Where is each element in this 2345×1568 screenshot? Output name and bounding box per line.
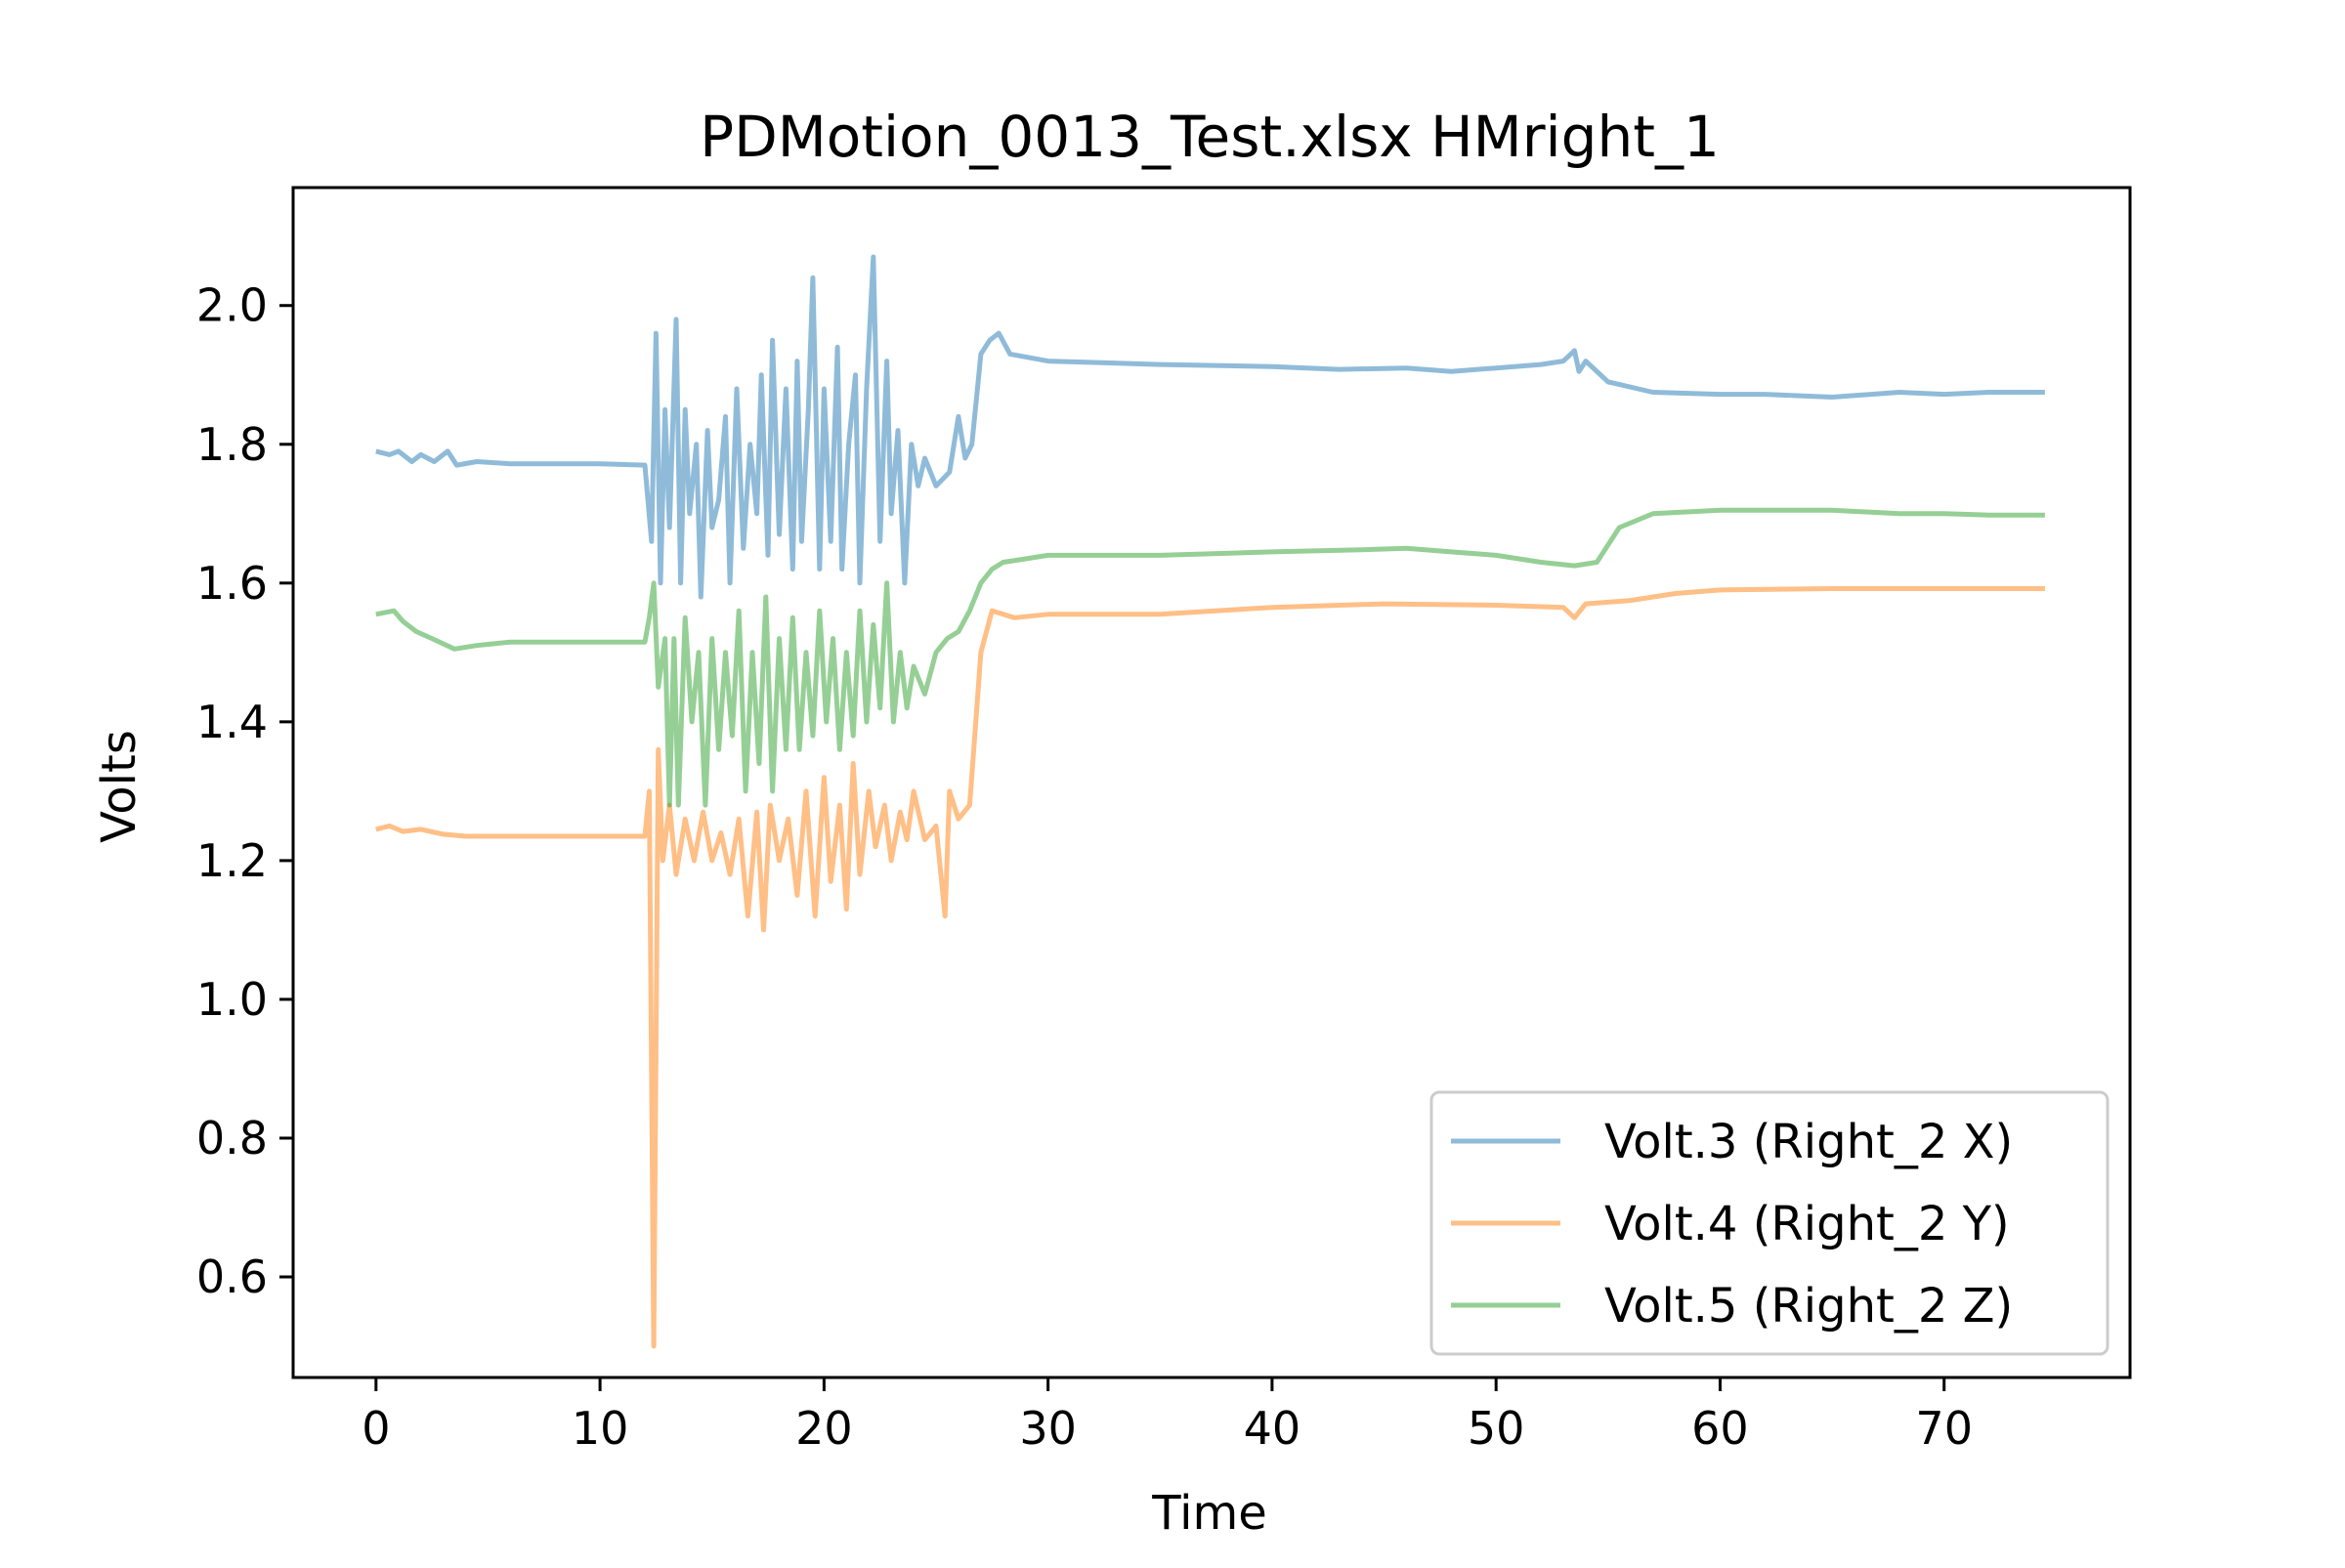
x-tick-label: 60: [1691, 1402, 1749, 1455]
legend: Volt.3 (Right_2 X) Volt.4 (Right_2 Y) Volt…: [1429, 1090, 2110, 1356]
y-axis-label: Volts: [92, 730, 147, 843]
plot-area: [375, 254, 2045, 1349]
x-tick-label: 30: [1019, 1402, 1077, 1455]
legend-label: Volt.3 (Right_2 X): [1604, 1115, 2013, 1169]
y-tick-label: 0.8: [196, 1112, 268, 1165]
series-line-3: [375, 507, 2045, 808]
axis-ticks: 0 10 20 30 40 50 60 70 0.6 0.8 1.0 1.2 1.4 1.6 1.8 2.0: [196, 279, 1973, 1455]
series-line-2: [375, 586, 2045, 1349]
x-tick-label: 40: [1244, 1402, 1301, 1455]
y-tick-label: 1.0: [196, 973, 268, 1026]
y-tick-label: 0.6: [196, 1250, 268, 1303]
x-tick-label: 20: [795, 1402, 853, 1455]
x-tick-label: 0: [362, 1402, 390, 1455]
y-tick-label: 2.0: [196, 279, 268, 332]
x-tick-label: 50: [1468, 1402, 1525, 1455]
plot-frame: [291, 186, 2132, 1379]
y-tick-label: 1.6: [196, 557, 268, 610]
x-axis-label: Time: [1151, 1486, 1266, 1541]
legend-label: Volt.5 (Right_2 Z): [1604, 1279, 2013, 1334]
x-tick-label: 70: [1915, 1402, 1973, 1455]
legend-label: Volt.4 (Right_2 Y): [1604, 1197, 2010, 1251]
y-tick-label: 1.8: [196, 418, 268, 471]
chart-title: PDMotion_0013_Test.xlsx HMright_1: [700, 104, 1720, 170]
y-tick-label: 1.2: [196, 834, 268, 887]
x-tick-label: 10: [572, 1402, 629, 1455]
legend-box: [1429, 1090, 2110, 1356]
series-line-1: [375, 254, 2045, 600]
y-tick-label: 1.4: [196, 696, 268, 748]
